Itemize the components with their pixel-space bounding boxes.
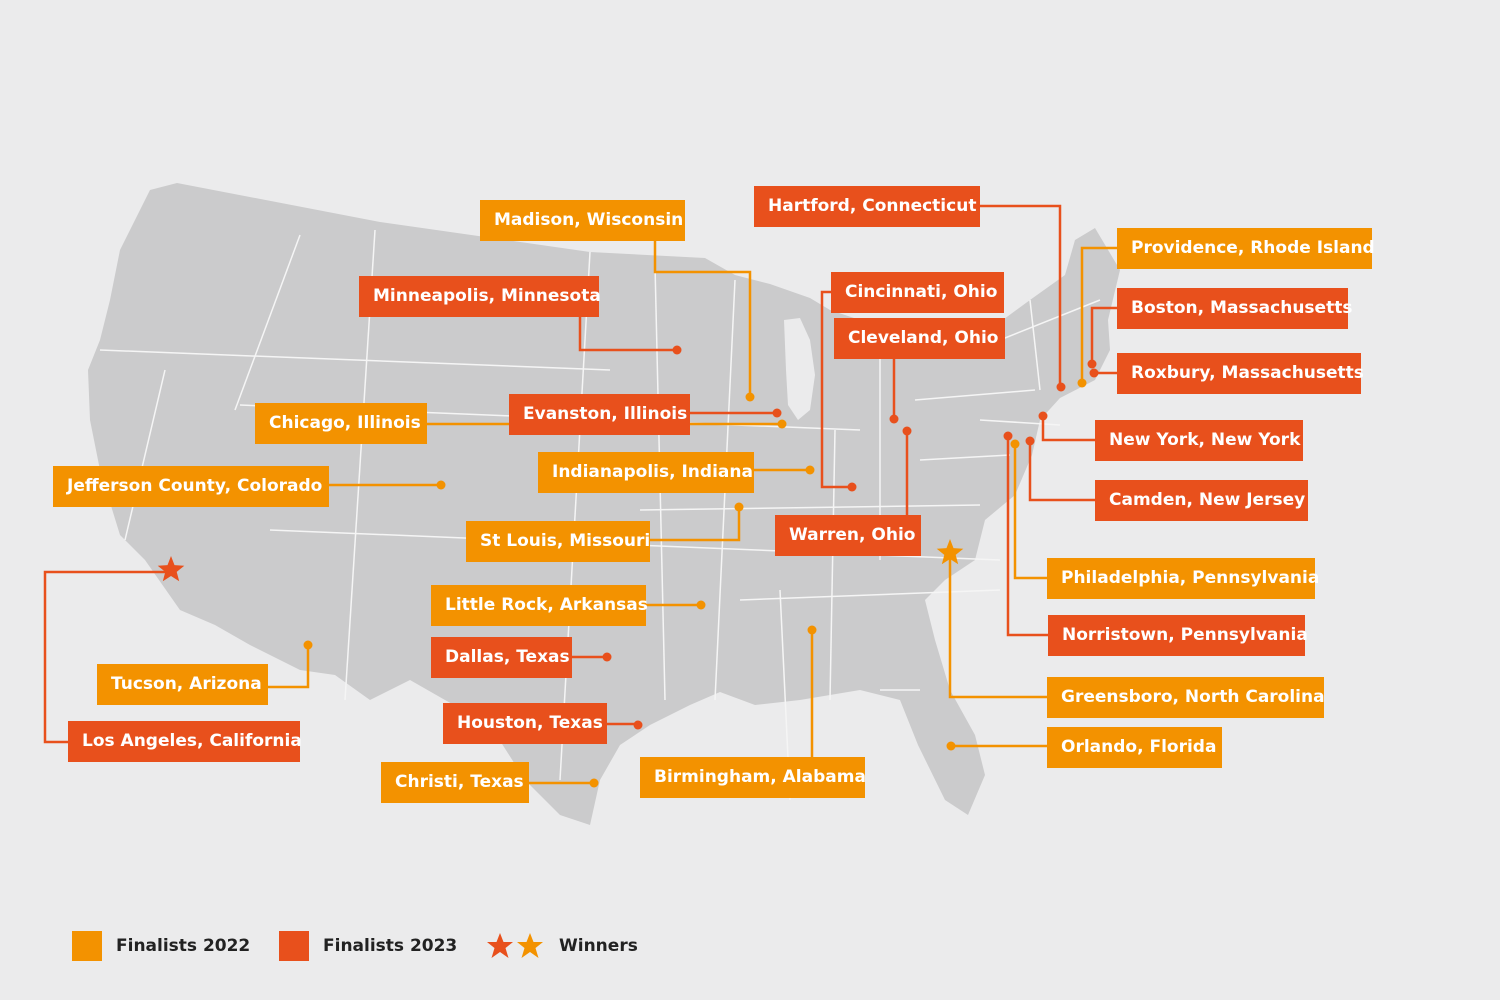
location-marker-camden-new-jersey bbox=[1025, 436, 1035, 446]
location-label-madison-wisconsin: Madison, Wisconsin bbox=[480, 200, 685, 241]
location-marker-little-rock-arkansas bbox=[696, 600, 706, 610]
location-label-minneapolis-minnesota: Minneapolis, Minnesota bbox=[359, 276, 601, 317]
legend-label-winners: Winners bbox=[559, 936, 638, 956]
location-marker-minneapolis-minnesota bbox=[672, 345, 682, 355]
location-marker-jefferson-county-colorado bbox=[436, 480, 446, 490]
legend-item-2022: Finalists 2022 bbox=[72, 930, 250, 962]
location-label-indianapolis-indiana: Indianapolis, Indiana bbox=[538, 452, 754, 493]
location-label-orlando-florida: Orlando, Florida bbox=[1047, 727, 1222, 768]
winner-star-icon bbox=[157, 556, 185, 582]
location-marker-new-york-new-york bbox=[1038, 411, 1048, 421]
location-marker-indianapolis-indiana bbox=[805, 465, 815, 475]
location-marker-warren-ohio bbox=[902, 426, 912, 436]
location-label-boston-massachusetts: Boston, Massachusetts bbox=[1117, 288, 1352, 329]
legend-label-2023: Finalists 2023 bbox=[323, 936, 458, 956]
location-marker-orlando-florida bbox=[946, 741, 956, 751]
star-icon bbox=[517, 933, 543, 958]
location-label-little-rock-arkansas: Little Rock, Arkansas bbox=[431, 585, 648, 626]
location-label-greensboro-north-carolina: Greensboro, North Carolina bbox=[1047, 677, 1325, 718]
location-label-warren-ohio: Warren, Ohio bbox=[775, 515, 921, 556]
location-marker-houston-texas bbox=[633, 720, 643, 730]
location-marker-cleveland-ohio bbox=[889, 414, 899, 424]
location-marker-st-louis-missouri bbox=[734, 502, 744, 512]
leader-line-camden-new-jersey bbox=[1028, 441, 1095, 502]
legend-item-2023: Finalists 2023 bbox=[279, 930, 457, 962]
legend-swatch-2023 bbox=[279, 931, 309, 961]
winner-star-icon bbox=[936, 539, 964, 565]
location-label-los-angeles-california: Los Angeles, California bbox=[68, 721, 302, 762]
leader-line-greensboro-north-carolina bbox=[948, 553, 1047, 699]
leader-line-los-angeles-california bbox=[43, 570, 171, 744]
location-label-christi-texas: Christi, Texas bbox=[381, 762, 529, 803]
location-marker-roxbury-massachusetts bbox=[1089, 368, 1099, 378]
location-label-chicago-illinois: Chicago, Illinois bbox=[255, 403, 427, 444]
leader-line-norristown-pennsylvania bbox=[1006, 436, 1048, 637]
legend-label-2022: Finalists 2022 bbox=[116, 936, 251, 956]
location-marker-norristown-pennsylvania bbox=[1003, 431, 1013, 441]
leader-line-tucson-arizona bbox=[268, 645, 310, 689]
location-label-tucson-arizona: Tucson, Arizona bbox=[97, 664, 268, 705]
leader-line-st-louis-missouri bbox=[650, 507, 741, 542]
location-label-new-york-new-york: New York, New York bbox=[1095, 420, 1303, 461]
location-label-camden-new-jersey: Camden, New Jersey bbox=[1095, 480, 1308, 521]
lake-michigan bbox=[784, 318, 815, 420]
location-marker-christi-texas bbox=[589, 778, 599, 788]
location-label-cleveland-ohio: Cleveland, Ohio bbox=[834, 318, 1005, 359]
location-label-birmingham-alabama: Birmingham, Alabama bbox=[640, 757, 866, 798]
location-marker-boston-massachusetts bbox=[1087, 359, 1097, 369]
leader-line-philadelphia-pennsylvania bbox=[1013, 444, 1047, 580]
star-icon bbox=[487, 933, 513, 958]
winner-star-icons bbox=[487, 933, 543, 958]
location-label-st-louis-missouri: St Louis, Missouri bbox=[466, 521, 650, 562]
leader-line-new-york-new-york bbox=[1041, 416, 1095, 442]
location-label-norristown-pennsylvania: Norristown, Pennsylvania bbox=[1048, 615, 1308, 656]
location-marker-evanston-illinois bbox=[772, 408, 782, 418]
location-marker-cincinnati-ohio bbox=[847, 482, 857, 492]
location-marker-dallas-texas bbox=[602, 652, 612, 662]
location-label-evanston-illinois: Evanston, Illinois bbox=[509, 394, 690, 435]
location-label-jefferson-county-colorado: Jefferson County, Colorado bbox=[53, 466, 329, 507]
location-label-hartford-connecticut: Hartford, Connecticut bbox=[754, 186, 980, 227]
location-label-providence-rhode-island: Providence, Rhode Island bbox=[1117, 228, 1375, 269]
location-marker-philadelphia-pennsylvania bbox=[1010, 439, 1020, 449]
leader-line-minneapolis-minnesota bbox=[578, 316, 677, 352]
location-label-houston-texas: Houston, Texas bbox=[443, 703, 607, 744]
location-marker-madison-wisconsin bbox=[745, 392, 755, 402]
location-marker-hartford-connecticut bbox=[1056, 382, 1066, 392]
location-label-roxbury-massachusetts: Roxbury, Massachusetts bbox=[1117, 353, 1364, 394]
legend-swatch-2022 bbox=[72, 931, 102, 961]
location-label-philadelphia-pennsylvania: Philadelphia, Pennsylvania bbox=[1047, 558, 1319, 599]
location-label-dallas-texas: Dallas, Texas bbox=[431, 637, 572, 678]
location-label-cincinnati-ohio: Cincinnati, Ohio bbox=[831, 272, 1004, 313]
location-marker-providence-rhode-island bbox=[1077, 378, 1087, 388]
leader-line-hartford-connecticut bbox=[980, 204, 1062, 387]
location-marker-tucson-arizona bbox=[303, 640, 313, 650]
location-marker-birmingham-alabama bbox=[807, 625, 817, 635]
location-marker-chicago-illinois bbox=[777, 419, 787, 429]
leader-line-madison-wisconsin bbox=[653, 240, 752, 397]
leader-line-providence-rhode-island bbox=[1080, 246, 1117, 383]
leader-line-cincinnati-ohio bbox=[820, 290, 852, 489]
legend-item-winners: Winners bbox=[485, 930, 638, 962]
leader-line-boston-massachusetts bbox=[1090, 306, 1117, 364]
